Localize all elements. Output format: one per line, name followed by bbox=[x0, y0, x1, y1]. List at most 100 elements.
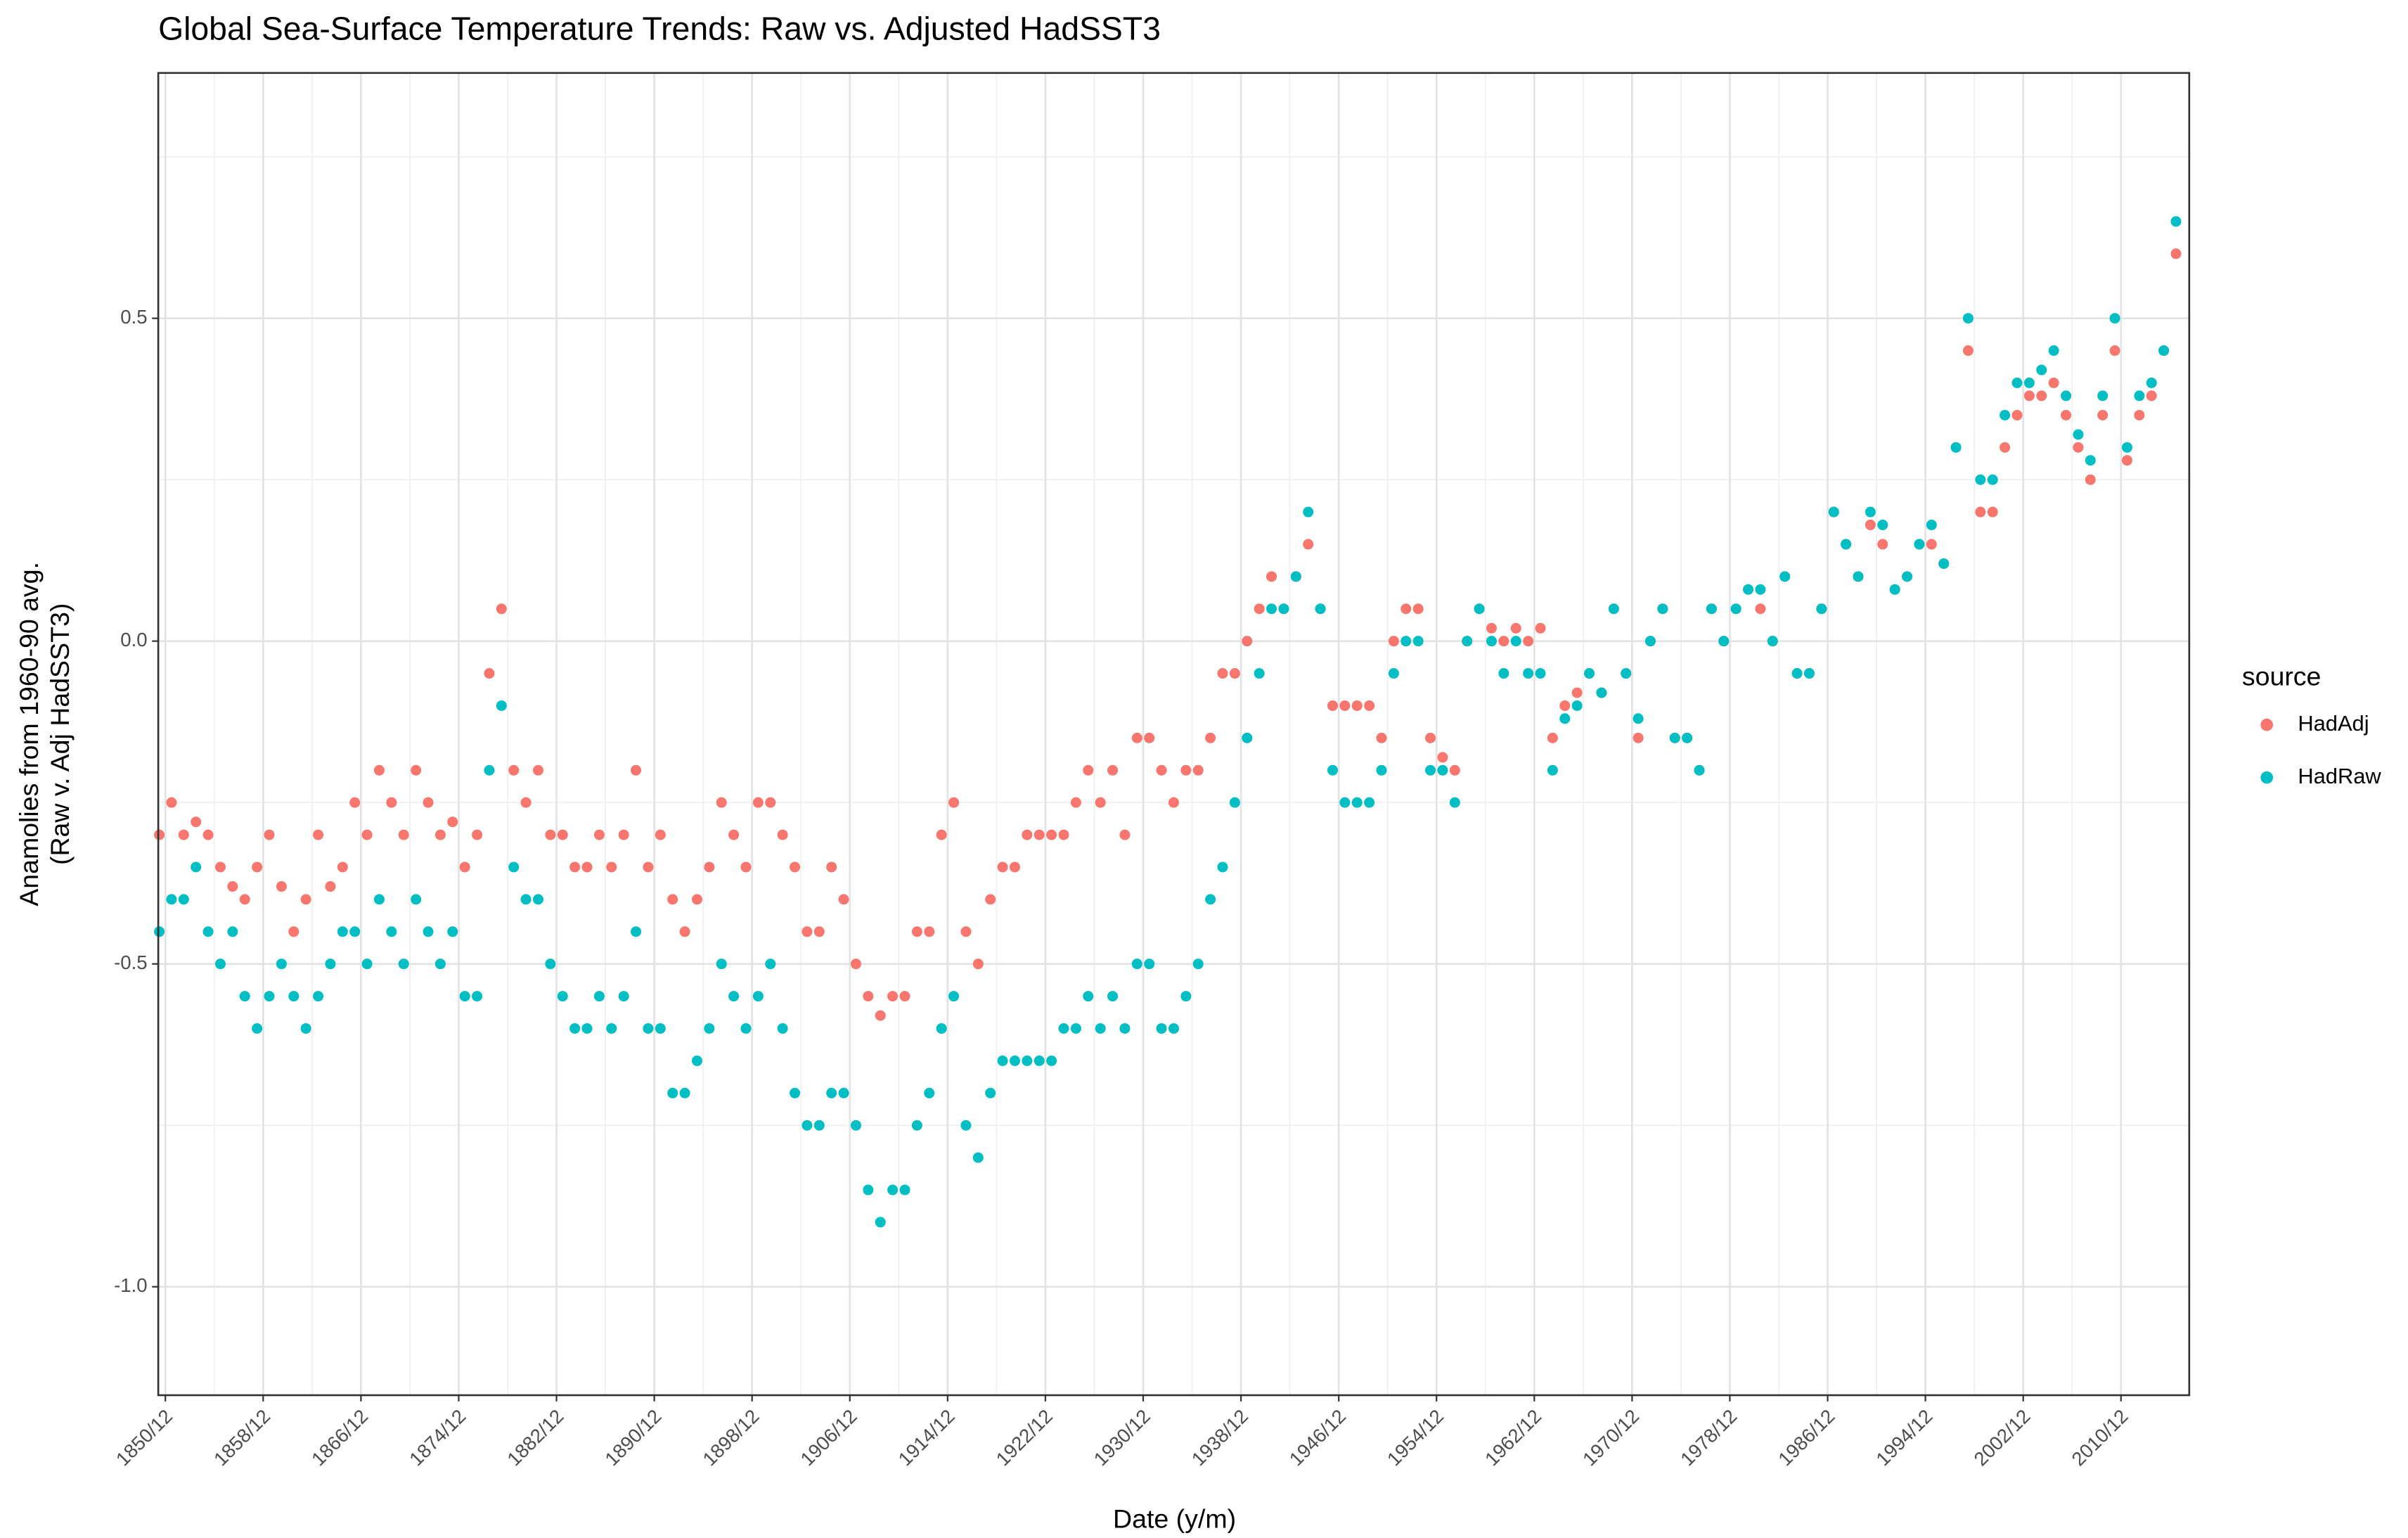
data-point bbox=[1877, 539, 1888, 550]
data-point bbox=[1657, 603, 1668, 615]
data-point bbox=[1266, 571, 1277, 582]
data-point bbox=[2061, 409, 2072, 421]
data-point bbox=[166, 894, 177, 905]
data-point bbox=[1376, 764, 1387, 776]
data-point bbox=[337, 926, 348, 937]
data-point bbox=[1767, 636, 1778, 647]
data-point bbox=[960, 1120, 972, 1131]
data-point bbox=[1510, 622, 1521, 634]
data-point bbox=[557, 991, 568, 1002]
data-point bbox=[2085, 455, 2096, 466]
data-point bbox=[1156, 1023, 1167, 1034]
data-point bbox=[1559, 700, 1571, 711]
data-point bbox=[349, 926, 361, 937]
data-point bbox=[1437, 764, 1448, 776]
data-point bbox=[899, 991, 910, 1002]
data-point bbox=[948, 797, 960, 808]
data-point bbox=[1217, 861, 1228, 873]
data-point bbox=[1950, 442, 1962, 453]
data-point bbox=[411, 764, 422, 776]
data-point bbox=[863, 991, 874, 1002]
data-point bbox=[838, 894, 849, 905]
data-point bbox=[434, 959, 446, 970]
data-point bbox=[1682, 732, 1693, 743]
data-point bbox=[1034, 829, 1045, 840]
data-point bbox=[2170, 216, 2182, 227]
y-axis-title-line: (Raw v. Adj HadSST3) bbox=[45, 603, 75, 865]
data-point bbox=[740, 1023, 752, 1034]
data-point bbox=[643, 1023, 654, 1034]
data-point bbox=[752, 797, 764, 808]
data-point bbox=[1303, 506, 1314, 518]
data-point bbox=[1009, 1055, 1020, 1066]
data-point bbox=[1535, 668, 1546, 679]
data-point bbox=[1376, 732, 1387, 743]
data-point bbox=[618, 991, 629, 1002]
data-point bbox=[214, 959, 226, 970]
data-point bbox=[508, 861, 520, 873]
data-point bbox=[1058, 829, 1069, 840]
data-point bbox=[2023, 390, 2035, 402]
data-point bbox=[1987, 506, 1998, 518]
data-point bbox=[655, 829, 666, 840]
data-point bbox=[899, 1184, 910, 1196]
data-point bbox=[777, 1023, 788, 1034]
data-point bbox=[1498, 668, 1509, 679]
data-point bbox=[1168, 797, 1179, 808]
data-point bbox=[202, 926, 214, 937]
data-point bbox=[459, 991, 470, 1002]
data-point bbox=[2134, 409, 2145, 421]
data-point bbox=[325, 881, 336, 892]
data-point bbox=[423, 797, 434, 808]
data-point bbox=[679, 926, 690, 937]
data-point bbox=[1706, 603, 1717, 615]
data-point bbox=[593, 829, 605, 840]
data-point bbox=[1486, 622, 1497, 634]
legend-key bbox=[2260, 718, 2274, 731]
data-point bbox=[790, 1087, 801, 1098]
data-point bbox=[1351, 700, 1363, 711]
data-point bbox=[1462, 636, 1473, 647]
data-point bbox=[691, 894, 702, 905]
data-point bbox=[1412, 636, 1424, 647]
data-point bbox=[532, 894, 543, 905]
data-point bbox=[1523, 636, 1534, 647]
data-point bbox=[1779, 571, 1791, 582]
data-point bbox=[1242, 636, 1253, 647]
data-point bbox=[300, 1023, 311, 1034]
grid bbox=[158, 72, 2189, 1395]
data-point bbox=[960, 926, 972, 937]
data-point bbox=[1828, 506, 1839, 518]
data-point bbox=[1022, 1055, 1033, 1066]
data-point bbox=[1718, 636, 1730, 647]
data-point bbox=[1877, 519, 1888, 530]
data-point bbox=[1730, 603, 1741, 615]
data-point bbox=[1290, 571, 1301, 582]
data-point bbox=[1046, 1055, 1057, 1066]
data-point bbox=[1144, 959, 1155, 970]
x-axis-title: Date (y/m) bbox=[1113, 1504, 1236, 1534]
data-point bbox=[1229, 797, 1240, 808]
data-point bbox=[154, 926, 165, 937]
data-point bbox=[1180, 991, 1192, 1002]
data-point bbox=[264, 829, 275, 840]
data-point bbox=[667, 1087, 678, 1098]
data-point bbox=[1022, 829, 1033, 840]
data-point bbox=[1388, 636, 1399, 647]
data-point bbox=[1131, 732, 1142, 743]
y-tick-label: 0.5 bbox=[120, 306, 147, 328]
data-point bbox=[728, 991, 740, 1002]
data-point bbox=[691, 1055, 702, 1066]
data-point bbox=[532, 764, 543, 776]
data-point bbox=[1266, 603, 1277, 615]
data-point bbox=[643, 861, 654, 873]
data-point bbox=[1180, 764, 1192, 776]
data-point bbox=[2134, 390, 2145, 402]
data-point bbox=[1975, 474, 1986, 485]
data-point bbox=[850, 959, 861, 970]
data-point bbox=[777, 829, 788, 840]
data-point bbox=[997, 1055, 1008, 1066]
data-point bbox=[337, 861, 348, 873]
data-point bbox=[887, 1184, 899, 1196]
